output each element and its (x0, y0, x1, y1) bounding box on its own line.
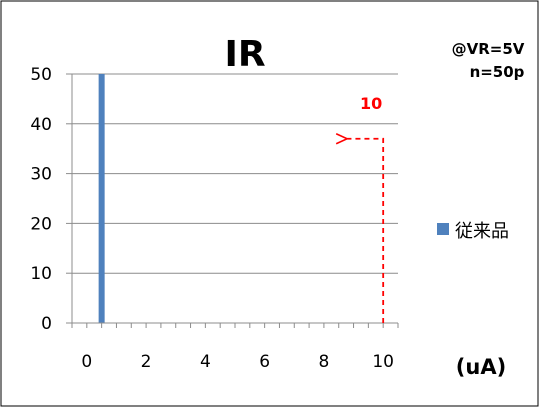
annotation: 10 (335, 94, 385, 323)
x-tick-label: 8 (318, 352, 329, 372)
y-tick-label: 40 (30, 115, 52, 135)
gridlines (72, 73, 398, 274)
y-tick-label: 0 (41, 314, 52, 334)
legend-label: 従来品 (455, 221, 509, 242)
y-tick-label: 10 (30, 264, 52, 284)
chart-title: IR (224, 34, 265, 75)
condition-n: n=50p (470, 63, 525, 81)
y-tick-label: 20 (30, 214, 52, 234)
legend: 従来品 (437, 221, 509, 242)
axes (66, 73, 399, 328)
bar-0.5 (98, 74, 105, 323)
y-tick-label: 50 (30, 65, 52, 85)
condition-vr: @VR=5V (452, 40, 525, 58)
legend-swatch (437, 223, 449, 235)
y-tick-labels: 0 10 20 30 40 50 (30, 65, 52, 334)
x-tick-label: 2 (141, 352, 152, 372)
annotation-label: 10 (360, 94, 382, 113)
y-tick-label: 30 (30, 165, 52, 185)
annotation-arrow (335, 133, 385, 323)
bars (98, 74, 105, 323)
x-tick-label: 10 (372, 352, 394, 372)
x-tick-labels: 0 2 4 6 8 10 (81, 352, 394, 372)
x-tick-label: 0 (81, 352, 92, 372)
x-unit-label: (uA) (456, 355, 506, 379)
x-tick-label: 6 (259, 352, 270, 372)
x-tick-label: 4 (200, 352, 211, 372)
